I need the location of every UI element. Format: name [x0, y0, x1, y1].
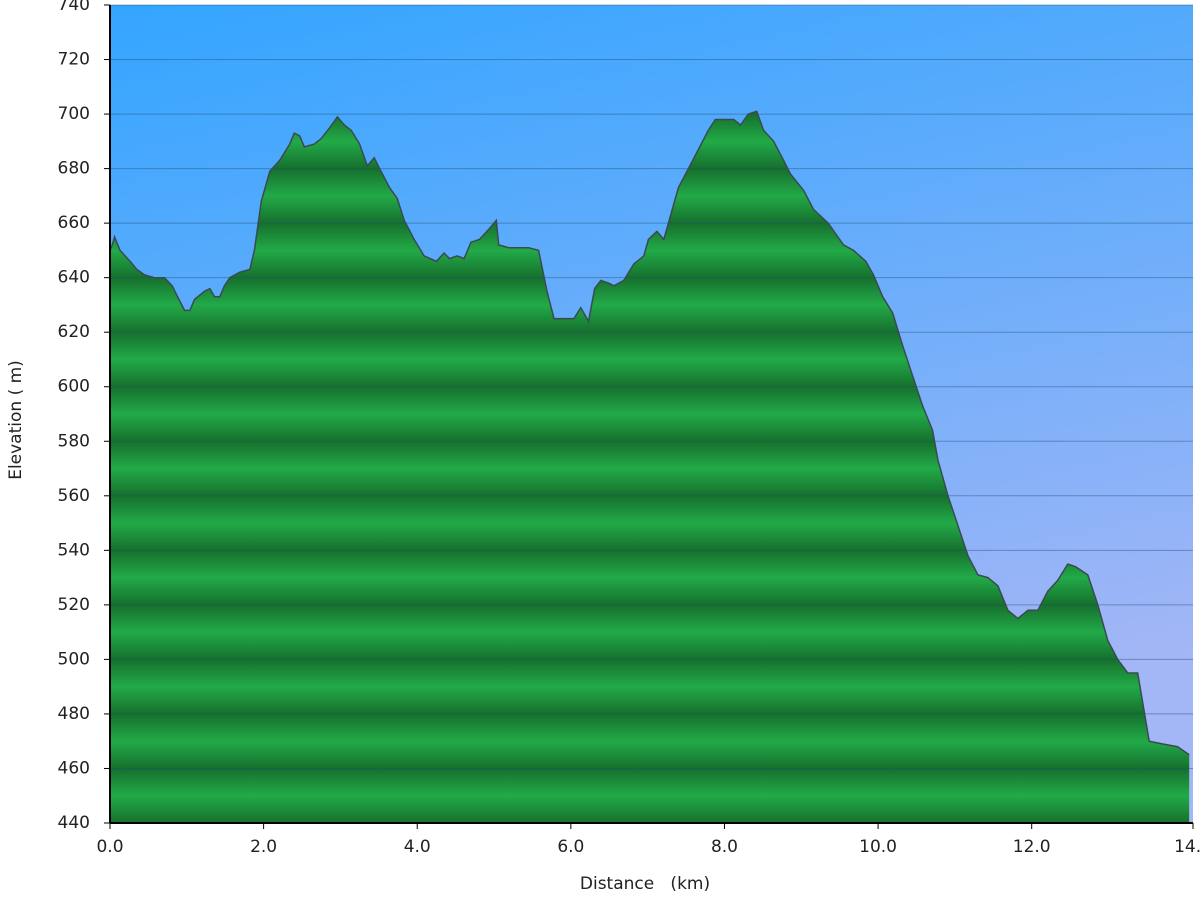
x-axis-label: Distance (km): [580, 874, 710, 894]
x-tick-label: 0.0: [96, 837, 123, 857]
elevation-line: [109, 110, 1190, 756]
y-tick-label: 740: [58, 0, 90, 15]
y-tick-label: 520: [58, 595, 90, 615]
area-fill: [110, 111, 1190, 824]
y-tick-label: 540: [58, 540, 90, 560]
x-tick-label: 14.1: [1174, 837, 1200, 857]
y-tick-label: 440: [58, 813, 90, 833]
y-tick-label: 600: [58, 377, 90, 397]
x-tick-label: 10.0: [859, 837, 897, 857]
y-tick-label: 560: [58, 486, 90, 506]
y-tick-label: 500: [58, 649, 90, 669]
y-tick-label: 480: [58, 704, 90, 724]
y-tick-label: 460: [58, 758, 90, 778]
y-tick-label: 620: [58, 322, 90, 342]
x-tick-label: 2.0: [250, 837, 277, 857]
x-tick-label: 12.0: [1013, 837, 1051, 857]
y-tick-label: 700: [58, 104, 90, 124]
y-tick-label: 720: [58, 50, 90, 70]
y-tick-label: 660: [58, 213, 90, 233]
x-tick-label: 8.0: [711, 837, 738, 857]
y-tick-label: 580: [58, 431, 90, 451]
y-tick-label: 680: [58, 159, 90, 179]
y-tick-label: 640: [58, 268, 90, 288]
x-tick-label: 4.0: [404, 837, 431, 857]
y-axis-label: Elevation ( m): [6, 360, 26, 480]
x-tick-label: 6.0: [557, 837, 584, 857]
